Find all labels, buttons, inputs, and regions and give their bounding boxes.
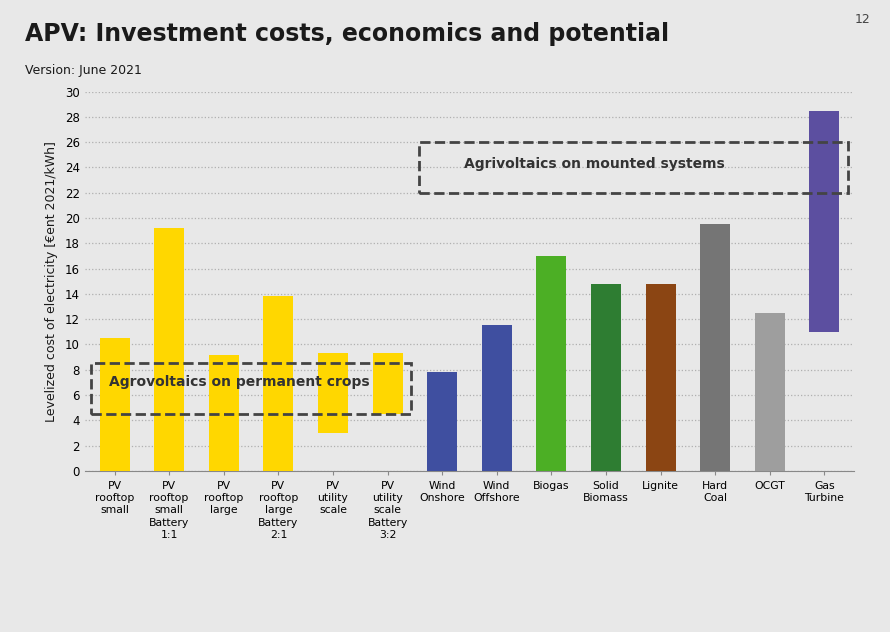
Bar [645,284,676,471]
Bar [263,296,294,471]
Bar [419,142,847,193]
Bar [373,353,402,414]
Bar [809,111,839,332]
Bar [318,353,348,433]
Bar [537,256,566,471]
Text: Agrivoltaics on mounted systems: Agrivoltaics on mounted systems [464,157,724,171]
Bar [100,338,130,471]
Text: APV: Investment costs, economics and potential: APV: Investment costs, economics and pot… [25,22,669,46]
Bar [481,325,512,471]
Bar [92,363,411,414]
Bar [427,372,457,471]
Bar [591,284,621,471]
Text: 12: 12 [854,13,870,26]
Bar [154,228,184,471]
Y-axis label: Levelized cost of electricity [€ent 2021/kWh]: Levelized cost of electricity [€ent 2021… [44,141,58,422]
Bar [700,224,730,471]
Text: Agrovoltaics on permanent crops: Agrovoltaics on permanent crops [109,375,369,389]
Bar [755,313,785,471]
Text: Version: June 2021: Version: June 2021 [25,64,142,78]
Bar [209,355,239,471]
